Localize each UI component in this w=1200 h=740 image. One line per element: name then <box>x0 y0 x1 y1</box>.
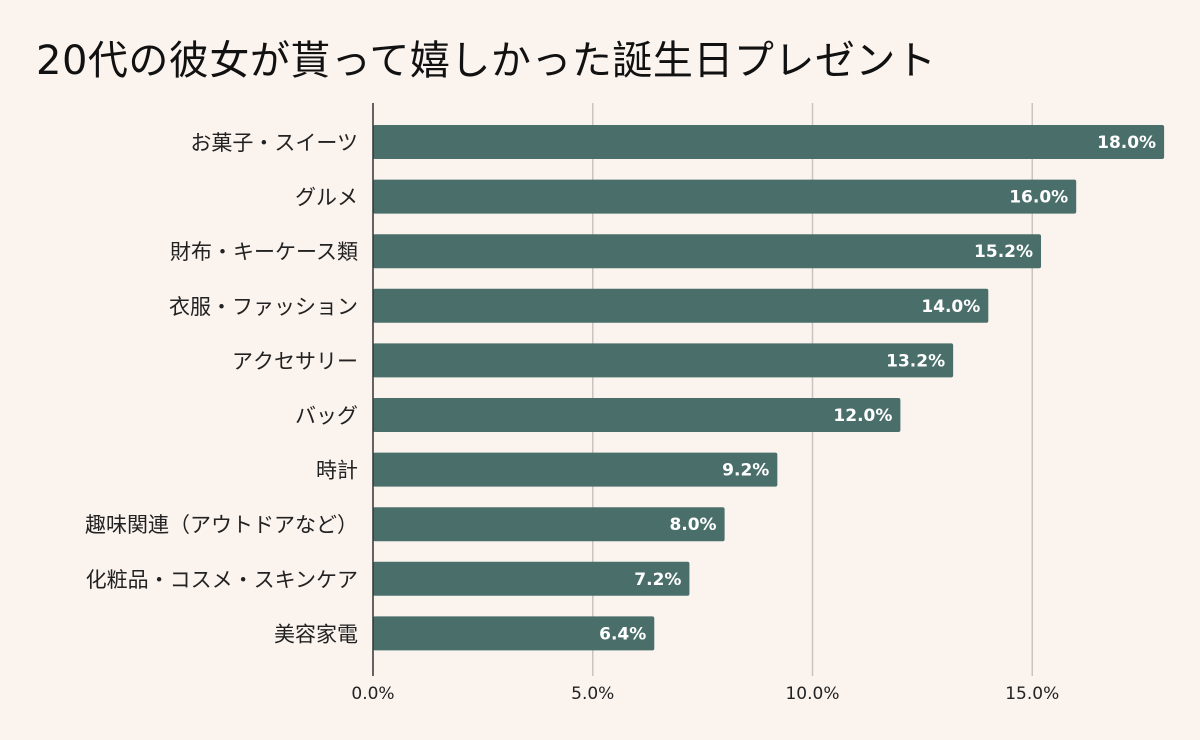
category-label: 財布・キーケース類 <box>170 240 358 264</box>
category-label: お菓子・スイーツ <box>190 131 358 155</box>
bars <box>373 125 1165 651</box>
category-label: 衣服・ファッション <box>169 295 358 319</box>
x-tick-label: 15.0% <box>1005 684 1059 704</box>
category-label: 時計 <box>316 459 358 483</box>
category-label: アクセサリー <box>232 349 358 373</box>
chart-title: 20代の彼女が貰って嬉しかった誕生日プレゼント <box>36 38 937 84</box>
bar <box>373 234 1042 269</box>
bar-value-label: 12.0% <box>833 406 892 426</box>
category-label: グルメ <box>295 186 358 210</box>
bar <box>373 507 725 542</box>
bar <box>373 561 690 596</box>
x-tick-label: 10.0% <box>785 684 839 704</box>
bar <box>373 179 1077 214</box>
bar <box>373 343 954 378</box>
category-label: 美容家電 <box>274 622 358 646</box>
category-labels: お菓子・スイーツグルメ財布・キーケース類衣服・ファッションアクセサリーバッグ時計… <box>85 131 358 646</box>
category-label: 化粧品・コスメ・スキンケア <box>86 568 358 592</box>
x-tick-label: 5.0% <box>571 684 614 704</box>
category-label: 趣味関連（アウトドアなど） <box>85 513 358 537</box>
bar-value-label: 6.4% <box>599 624 646 644</box>
bar-value-label: 18.0% <box>1097 133 1156 153</box>
bar-value-label: 8.0% <box>669 515 716 535</box>
bar-value-label: 9.2% <box>722 461 769 481</box>
bar-value-label: 14.0% <box>921 297 980 317</box>
bar-value-label: 7.2% <box>634 570 681 590</box>
category-label: バッグ <box>295 404 358 428</box>
bar-value-label: 16.0% <box>1009 188 1068 208</box>
bar <box>373 125 1165 159</box>
bar <box>373 452 778 487</box>
bar-value-label: 15.2% <box>974 242 1033 262</box>
value-labels: 18.0% 16.0% 15.2% 14.0% 13.2% 12.0% 9.2% 8.0% 7.… <box>599 133 1156 644</box>
x-tick-labels: 0.0% 5.0% 10.0% 15.0% <box>351 684 1059 704</box>
bar-value-label: 13.2% <box>886 351 945 371</box>
x-tick-label: 0.0% <box>351 684 394 704</box>
bar <box>373 398 901 432</box>
bar <box>373 288 989 323</box>
bar <box>373 616 655 651</box>
